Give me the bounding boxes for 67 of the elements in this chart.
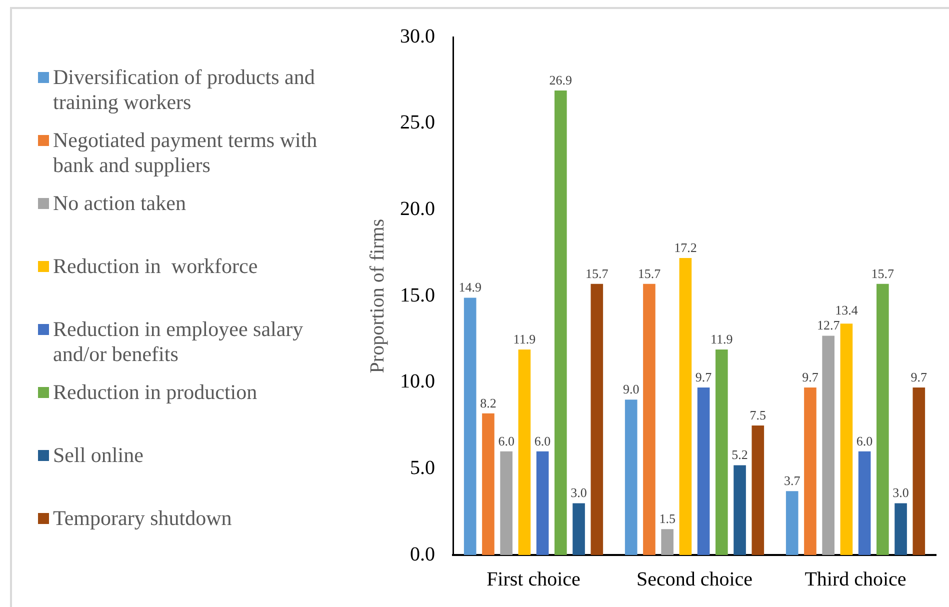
y-tick-label: 15.0 [400,284,435,306]
legend-label: Sell online [53,443,144,468]
y-tick-label: 10.0 [400,370,435,393]
x-tick-label: First choice [486,568,581,590]
bar [804,388,816,555]
bar [716,350,728,555]
data-label: 9.7 [695,369,712,384]
data-label: 14.9 [458,280,482,295]
x-tick-label: Third choice [804,568,906,590]
bar [876,284,889,555]
data-label: 9.0 [622,382,640,397]
data-label: 6.0 [534,433,551,448]
data-label: 13.4 [835,302,858,318]
data-label: 9.7 [802,369,819,384]
data-label: 15.7 [586,266,609,281]
bar [536,451,549,555]
data-label: 7.5 [750,407,766,422]
bar [822,336,834,555]
bar [590,284,604,555]
y-axis-title: Proportion of firms [366,218,388,374]
data-label: 6.0 [498,433,514,448]
bar [624,400,638,555]
bar [894,503,907,555]
legend-label: Diversification of products and training workers [53,65,316,115]
data-label: 15.7 [638,266,662,281]
data-label: 8.2 [480,395,496,410]
data-label: 11.9 [710,331,733,346]
data-label: 15.7 [871,266,895,281]
x-tick-label: Second choice [636,568,753,590]
y-tick-label: 0.0 [410,543,435,566]
data-label: 11.9 [513,331,536,346]
bar [858,451,871,555]
bar [554,90,567,555]
bar [912,388,926,555]
bar [840,324,853,555]
bar [734,465,746,555]
data-label: 26.9 [549,72,572,88]
bar [679,258,692,555]
data-label: 3.7 [784,473,801,488]
bar [661,529,674,555]
data-label: 3.0 [570,485,587,500]
bar [464,298,476,555]
legend-label: Temporary shutdown [53,506,233,531]
bar [752,426,764,555]
y-tick-label: 5.0 [410,456,435,479]
legend-label: Reduction in workforce [53,254,259,279]
legend-label: Reduction in production [53,380,258,405]
legend-label: Reduction in employee salary and/or benefits [53,317,304,367]
bar [518,350,531,555]
data-label: 9.7 [910,369,928,384]
data-label: 6.0 [856,433,873,448]
bar [643,284,656,555]
bar [786,491,798,555]
bar [482,413,494,555]
data-label: 1.5 [659,511,676,526]
bar [572,503,585,555]
bar [500,451,512,555]
bar [697,388,710,555]
legend-label: No action taken [53,191,187,216]
y-tick-label: 25.0 [400,112,435,134]
data-label: 5.2 [732,447,748,462]
y-tick-label: 20.0 [400,198,435,220]
legend-label: Negotiated payment terms with bank and suppliers [53,128,318,178]
y-tick-label: 30.0 [400,25,435,48]
data-label: 17.2 [674,240,697,255]
data-label: 3.0 [892,485,909,500]
data-label: 12.7 [816,318,840,333]
